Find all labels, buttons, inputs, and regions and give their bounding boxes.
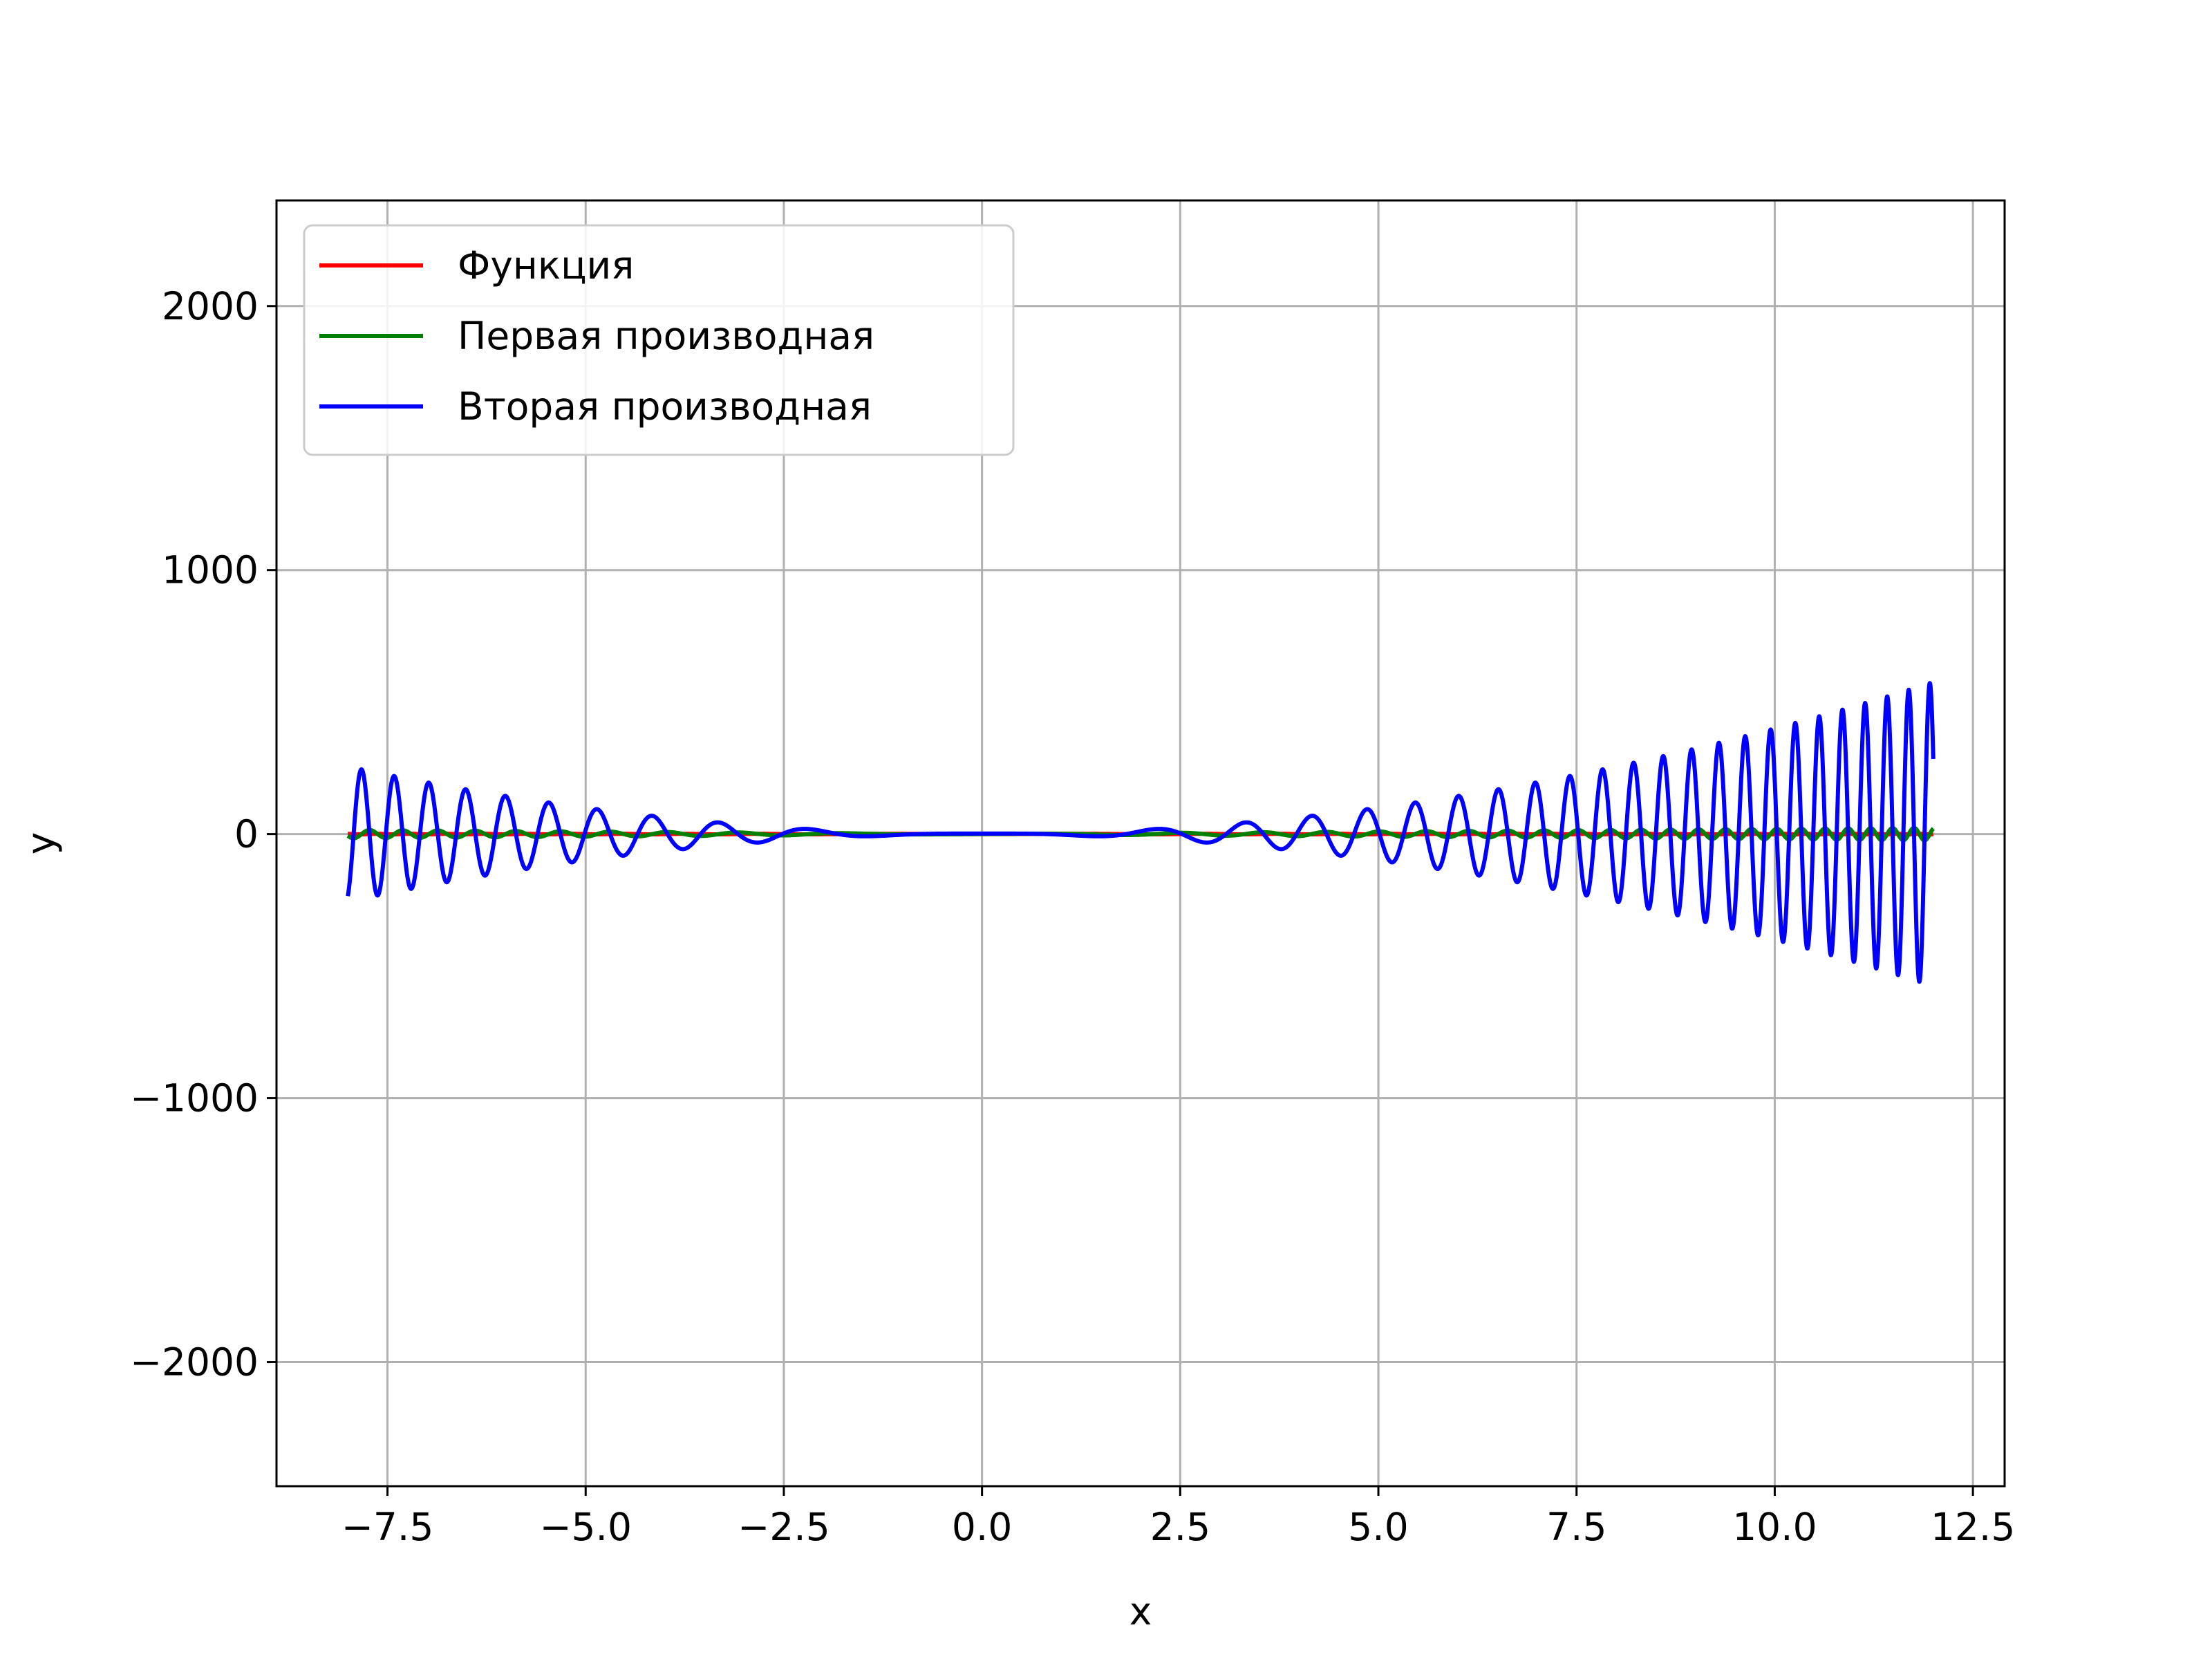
legend: Функция Первая производная Вторая производ… — [303, 224, 1015, 456]
y-tick-label: 2000 — [162, 284, 259, 328]
legend-label: Вторая производная — [458, 384, 872, 429]
x-tick-label: 10.0 — [1732, 1505, 1817, 1549]
x-tick-label: 0.0 — [952, 1505, 1012, 1549]
x-tick-label: 7.5 — [1546, 1505, 1606, 1549]
x-tick-label: −7.5 — [341, 1505, 434, 1549]
series-line-3 — [346, 681, 1936, 984]
series-layer — [346, 681, 1936, 984]
y-axis-label: y — [19, 832, 63, 855]
legend-box — [303, 224, 1015, 456]
legend-label: Функция — [458, 243, 634, 288]
x-tick-label: 12.5 — [1931, 1505, 2015, 1549]
x-axis-label: x — [1130, 1589, 1152, 1633]
plot-area — [346, 681, 1936, 984]
x-tick-label: −5.0 — [539, 1505, 632, 1549]
x-tick-label: −2.5 — [738, 1505, 830, 1549]
x-tick-label: 2.5 — [1150, 1505, 1210, 1549]
y-axis: −2000 −1000 0 1000 2000 — [130, 284, 276, 1384]
x-axis: −7.5 −5.0 −2.5 0.0 2.5 5.0 7.5 10.0 12.5 — [341, 1486, 2015, 1549]
y-tick-label: 1000 — [162, 548, 259, 592]
y-tick-label: −2000 — [130, 1340, 259, 1384]
x-tick-label: 5.0 — [1348, 1505, 1408, 1549]
y-tick-label: −1000 — [130, 1076, 259, 1121]
y-tick-label: 0 — [234, 812, 259, 856]
legend-label: Первая производная — [458, 314, 874, 358]
axes-frame — [275, 199, 2006, 1488]
